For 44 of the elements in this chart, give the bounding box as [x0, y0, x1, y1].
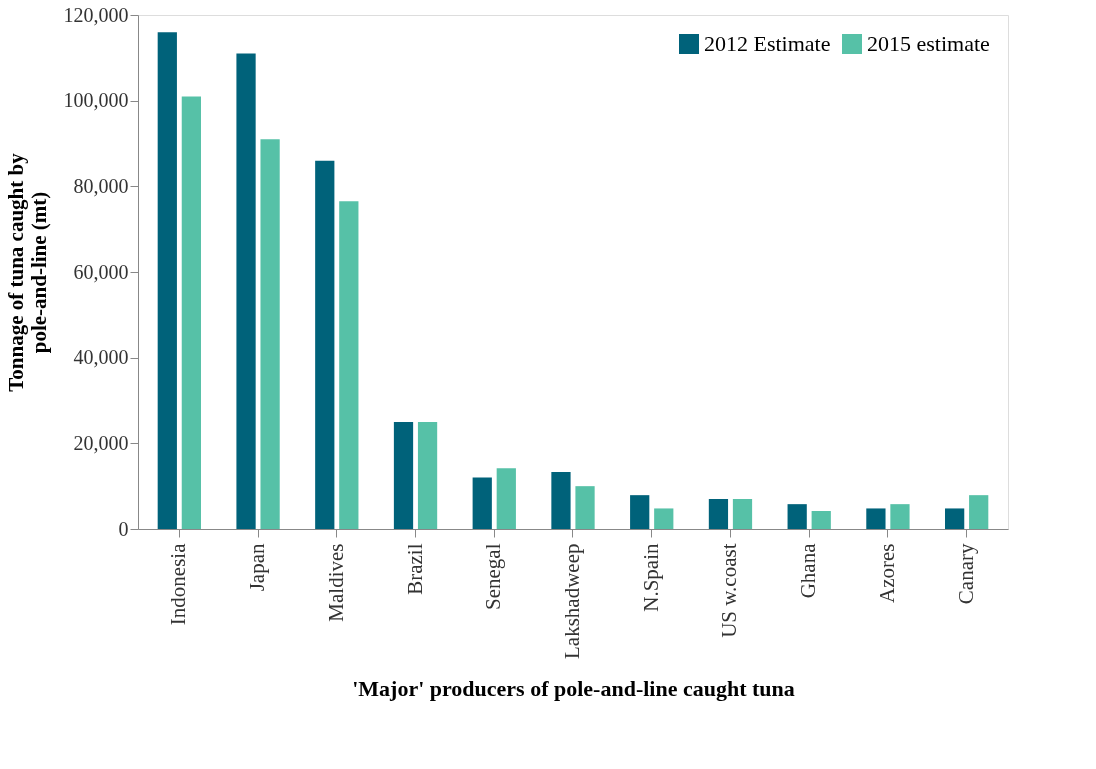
bar [236, 53, 256, 529]
bar [260, 139, 280, 529]
legend-label: 2015 estimate [867, 31, 990, 56]
bar [339, 201, 359, 529]
bar [575, 486, 595, 529]
bar [969, 495, 989, 529]
y-axis-title: Tonnage of tuna caught by pole-and-line (mt) [3, 152, 51, 392]
bar [551, 472, 571, 529]
x-tick-label: Azores [874, 543, 899, 603]
x-tick-label: Brazil [402, 543, 427, 595]
x-tick-label: US w.coast [717, 543, 742, 638]
x-tick-label: Indonesia [166, 542, 191, 626]
legend-label: 2012 Estimate [704, 31, 831, 56]
bar [315, 160, 335, 529]
y-tick-label: 20,000 [73, 431, 129, 454]
bar [811, 511, 831, 529]
y-tick-label: 0 [118, 517, 129, 540]
bar [496, 468, 516, 529]
y-tick-label: 80,000 [73, 174, 129, 197]
bar [654, 508, 674, 529]
y-tick-label: 40,000 [73, 346, 129, 369]
bar [417, 421, 438, 529]
bar [945, 508, 965, 529]
x-tick-label: Ghana [796, 542, 821, 599]
x-tick-label: Lakshadweep [560, 543, 584, 659]
bar [181, 96, 201, 529]
y-tick-label: 100,000 [63, 89, 129, 112]
bar [890, 504, 910, 529]
x-tick-label: Maldives [323, 543, 348, 622]
bar [787, 504, 807, 529]
bar [708, 499, 729, 529]
x-tick-label: Senegal [481, 543, 506, 610]
y-tick-label: 120,000 [63, 3, 129, 26]
x-tick-label: N.Spain [638, 543, 663, 612]
x-tick-label: Canary [953, 543, 978, 605]
bar [866, 508, 886, 529]
y-tick-label: 60,000 [73, 260, 129, 283]
x-axis-title: 'Major' producers of pole-and-line caught tuna [352, 675, 795, 701]
bar [393, 421, 414, 529]
bar [630, 495, 650, 529]
bar [157, 32, 177, 529]
x-tick-label: Japan [245, 543, 270, 592]
bar [472, 477, 492, 529]
bar [732, 499, 753, 529]
